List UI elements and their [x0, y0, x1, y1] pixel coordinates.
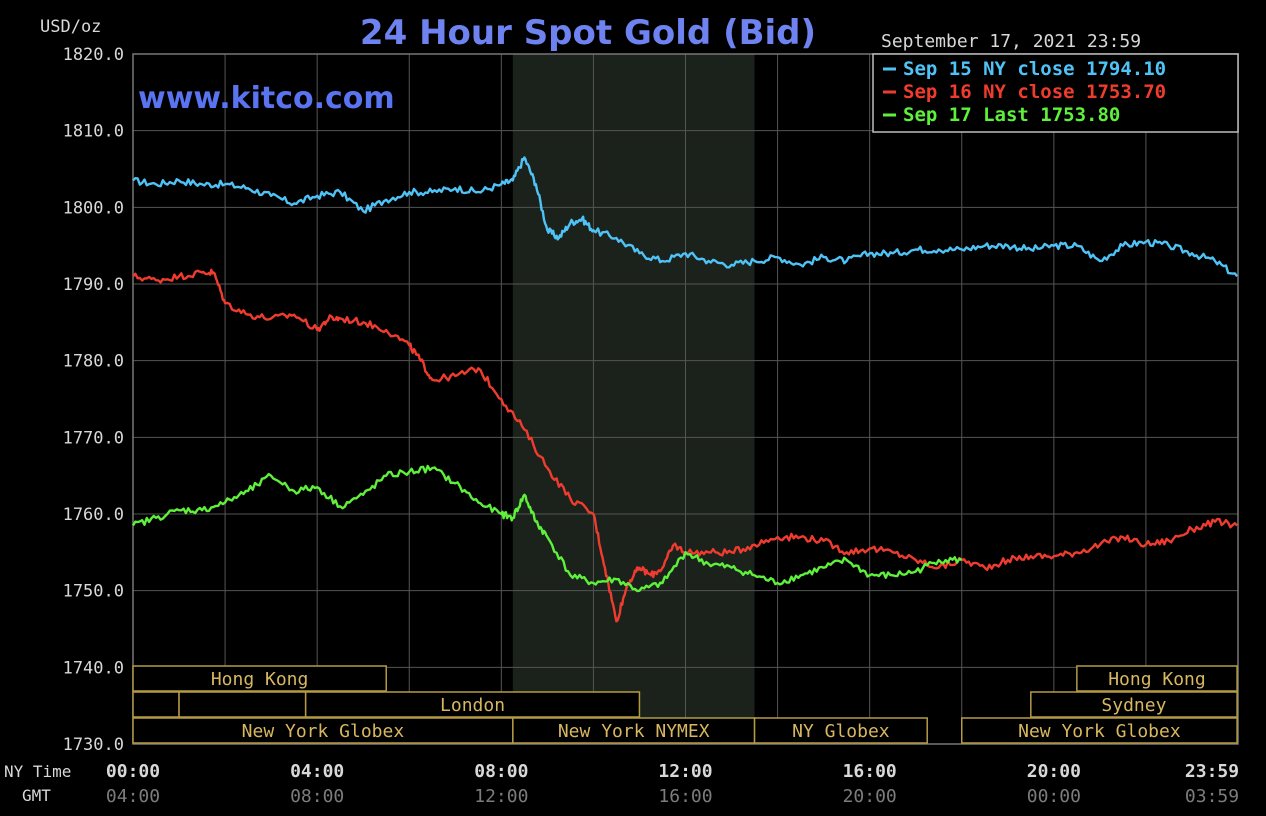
session-box	[178, 691, 307, 718]
y-axis-label: USD/oz	[40, 17, 101, 37]
x-tick-label-ny: 12:00	[658, 761, 712, 782]
session-label: New York Globex	[242, 721, 405, 742]
x-tick-label-gmt: 03:59	[1185, 786, 1239, 807]
session-box	[1030, 691, 1238, 718]
session-label: New York Globex	[1018, 721, 1181, 742]
plot-frame	[132, 53, 1239, 745]
y-tick-label: 1820.0	[63, 45, 124, 65]
x-tick-label-ny: 23:59	[1185, 761, 1239, 782]
session-label: Sydney	[1101, 695, 1166, 716]
chart-title: 24 Hour Spot Gold (Bid)	[360, 13, 816, 53]
watermark-text: www.kitco.com	[138, 81, 395, 116]
x-tick-label-gmt: 00:00	[1027, 786, 1081, 807]
session-box	[132, 665, 387, 692]
session-box	[753, 717, 928, 744]
x-tick-label-ny: 00:00	[106, 761, 160, 782]
y-tick-label: 1770.0	[63, 428, 124, 448]
x-tick-label-ny: 04:00	[290, 761, 344, 782]
ny-time-label: NY Time	[4, 762, 71, 781]
y-tick-label: 1730.0	[63, 735, 124, 755]
session-box	[304, 691, 641, 718]
y-tick-label: 1780.0	[63, 352, 124, 372]
legend-entry: Sep 16 NY close 1753.70	[903, 81, 1166, 103]
session-label: Hong Kong	[1108, 669, 1206, 690]
x-tick-label-ny: 20:00	[1027, 761, 1081, 782]
x-tick-label-ny: 16:00	[843, 761, 897, 782]
y-tick-label: 1800.0	[63, 198, 124, 218]
chart-date: September 17, 2021 23:59	[881, 31, 1141, 52]
x-tick-label-gmt: 16:00	[658, 786, 712, 807]
session-label: New York NYMEX	[558, 721, 710, 742]
y-tick-label: 1790.0	[63, 275, 124, 295]
x-tick-label-gmt: 20:00	[843, 786, 897, 807]
legend-box	[872, 53, 1239, 133]
nymex-shaded-region	[512, 54, 755, 744]
series-line-1	[132, 156, 1239, 278]
session-box	[132, 717, 514, 744]
session-box	[132, 691, 180, 718]
legend-entry: Sep 15 NY close 1794.10	[903, 58, 1166, 80]
gmt-label: GMT	[22, 786, 51, 805]
session-label: NY Globex	[792, 721, 890, 742]
y-tick-label: 1810.0	[63, 122, 124, 142]
y-tick-label: 1750.0	[63, 582, 124, 602]
series-line-3	[131, 464, 963, 593]
x-tick-label-gmt: 08:00	[290, 786, 344, 807]
session-box	[1076, 665, 1238, 692]
session-label: London	[440, 695, 505, 716]
legend-entry: Sep 17 Last 1753.80	[903, 104, 1120, 126]
x-tick-label-gmt: 12:00	[474, 786, 528, 807]
y-tick-label: 1740.0	[63, 658, 124, 678]
session-label: Hong Kong	[211, 669, 309, 690]
series-line-2	[132, 268, 1238, 623]
x-tick-label-ny: 08:00	[474, 761, 528, 782]
y-tick-label: 1760.0	[63, 505, 124, 525]
session-box	[961, 717, 1238, 744]
x-tick-label-gmt: 04:00	[106, 786, 160, 807]
